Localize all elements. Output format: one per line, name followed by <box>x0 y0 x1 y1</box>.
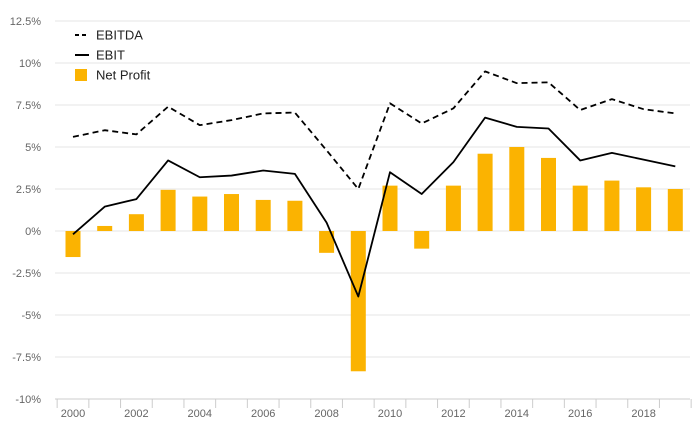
y-tick-label: 12.5% <box>10 16 41 28</box>
x-tick-label: 2012 <box>441 408 465 420</box>
line-series <box>72 70 676 298</box>
net-profit-bar <box>382 185 398 231</box>
legend-symbol <box>75 69 87 81</box>
y-tick-label: -10% <box>15 394 41 406</box>
net-profit-bar <box>128 214 144 231</box>
net-profit-bar <box>287 200 303 231</box>
legend-label: Net Profit <box>96 68 151 83</box>
y-axis-tick-labels: 12.5% 10% 7.5% 5% 2.5% 0% -2.5% -5% -7.5% -10% <box>10 16 41 406</box>
net-profit-bar <box>477 153 493 231</box>
x-tick-label: 2004 <box>188 408 212 420</box>
ebitda-line <box>72 70 676 190</box>
x-tick-label: 2002 <box>124 408 148 420</box>
net-profit-bar <box>667 189 683 231</box>
net-profit-bar <box>255 199 271 231</box>
y-tick-label: -2.5% <box>12 268 41 280</box>
ebit-line <box>72 116 676 298</box>
net-profit-bar <box>541 157 556 231</box>
net-profit-bar <box>224 194 239 231</box>
x-tick-label: 2010 <box>378 408 402 420</box>
net-profit-bar <box>192 196 208 231</box>
x-axis: 2000 2002 2004 2006 2008 2010 2012 2014 2016 2018 <box>55 398 692 420</box>
net-profit-bar <box>350 231 366 372</box>
y-tick-label: 5% <box>25 142 41 154</box>
net-profit-bar <box>319 231 335 253</box>
y-tick-label: 10% <box>19 58 41 70</box>
net-profit-bar <box>509 147 525 231</box>
net-profit-bar <box>160 189 176 231</box>
x-tick-label: 2018 <box>631 408 655 420</box>
net-profit-bar <box>97 225 113 231</box>
y-tick-label: 2.5% <box>16 184 41 196</box>
grid-lines <box>55 20 690 358</box>
legend-label: EBITDA <box>96 28 143 43</box>
net-profit-bar <box>636 187 652 231</box>
x-tick-label: 2000 <box>61 408 85 420</box>
net-profit-bar <box>445 185 461 231</box>
y-tick-label: -5% <box>21 310 41 322</box>
y-tick-label: 0% <box>25 226 41 238</box>
net-profit-bars <box>65 147 683 372</box>
y-tick-label: -7.5% <box>12 352 41 364</box>
x-tick-label: 2016 <box>568 408 592 420</box>
x-tick-label: 2008 <box>314 408 338 420</box>
net-profit-bar <box>572 185 588 231</box>
legend-label: EBIT <box>96 48 125 63</box>
x-tick-label: 2014 <box>505 408 529 420</box>
x-tick-label: 2006 <box>251 408 275 420</box>
net-profit-bar <box>604 180 620 231</box>
net-profit-bar <box>414 231 430 249</box>
y-tick-label: 7.5% <box>16 100 41 112</box>
legend: EBITDA EBIT Net Profit <box>75 28 151 83</box>
net-profit-bar <box>65 231 81 258</box>
